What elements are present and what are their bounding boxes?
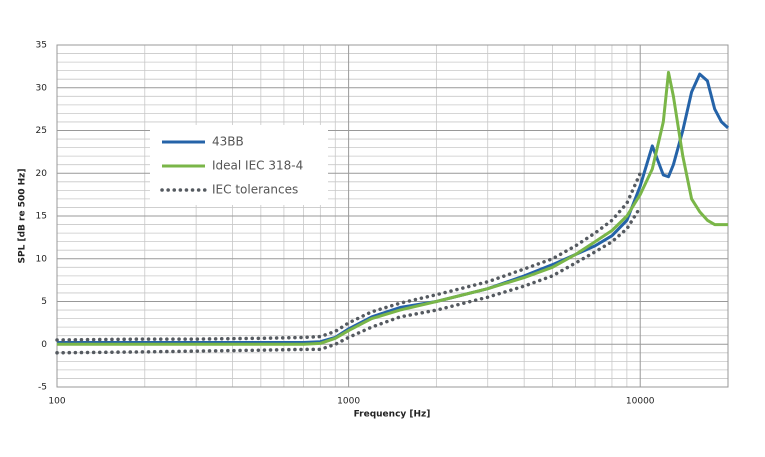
- series-line: [55, 205, 642, 355]
- y-tick-label: 5: [41, 297, 47, 307]
- x-axis-title: Frequency [Hz]: [354, 410, 431, 420]
- y-tick-label: 35: [36, 41, 47, 51]
- y-tick-label: 10: [36, 254, 48, 264]
- y-tick-label: 0: [41, 340, 47, 350]
- y-tick-label: -5: [38, 383, 47, 393]
- plot-border: [56, 44, 729, 388]
- y-tick-label: 30: [36, 83, 48, 93]
- y-tick-label: 25: [36, 126, 47, 136]
- y-tick-label: 15: [36, 212, 47, 222]
- x-tick-label: 10000: [626, 397, 655, 407]
- legend-label: 43BB: [212, 135, 244, 149]
- legend-label: Ideal IEC 318-4: [212, 159, 303, 173]
- x-tick-label: 1000: [337, 397, 360, 407]
- y-axis-title: SPL [dB re 500 Hz]: [18, 169, 28, 264]
- legend-label: IEC tolerances: [212, 183, 298, 197]
- y-tick-label: 20: [36, 169, 48, 179]
- x-tick-label: 100: [48, 397, 65, 407]
- legend: 43BB Ideal IEC 318-4 IEC tolerances: [150, 125, 328, 205]
- series-line: [57, 70, 728, 346]
- series-line: [57, 72, 730, 344]
